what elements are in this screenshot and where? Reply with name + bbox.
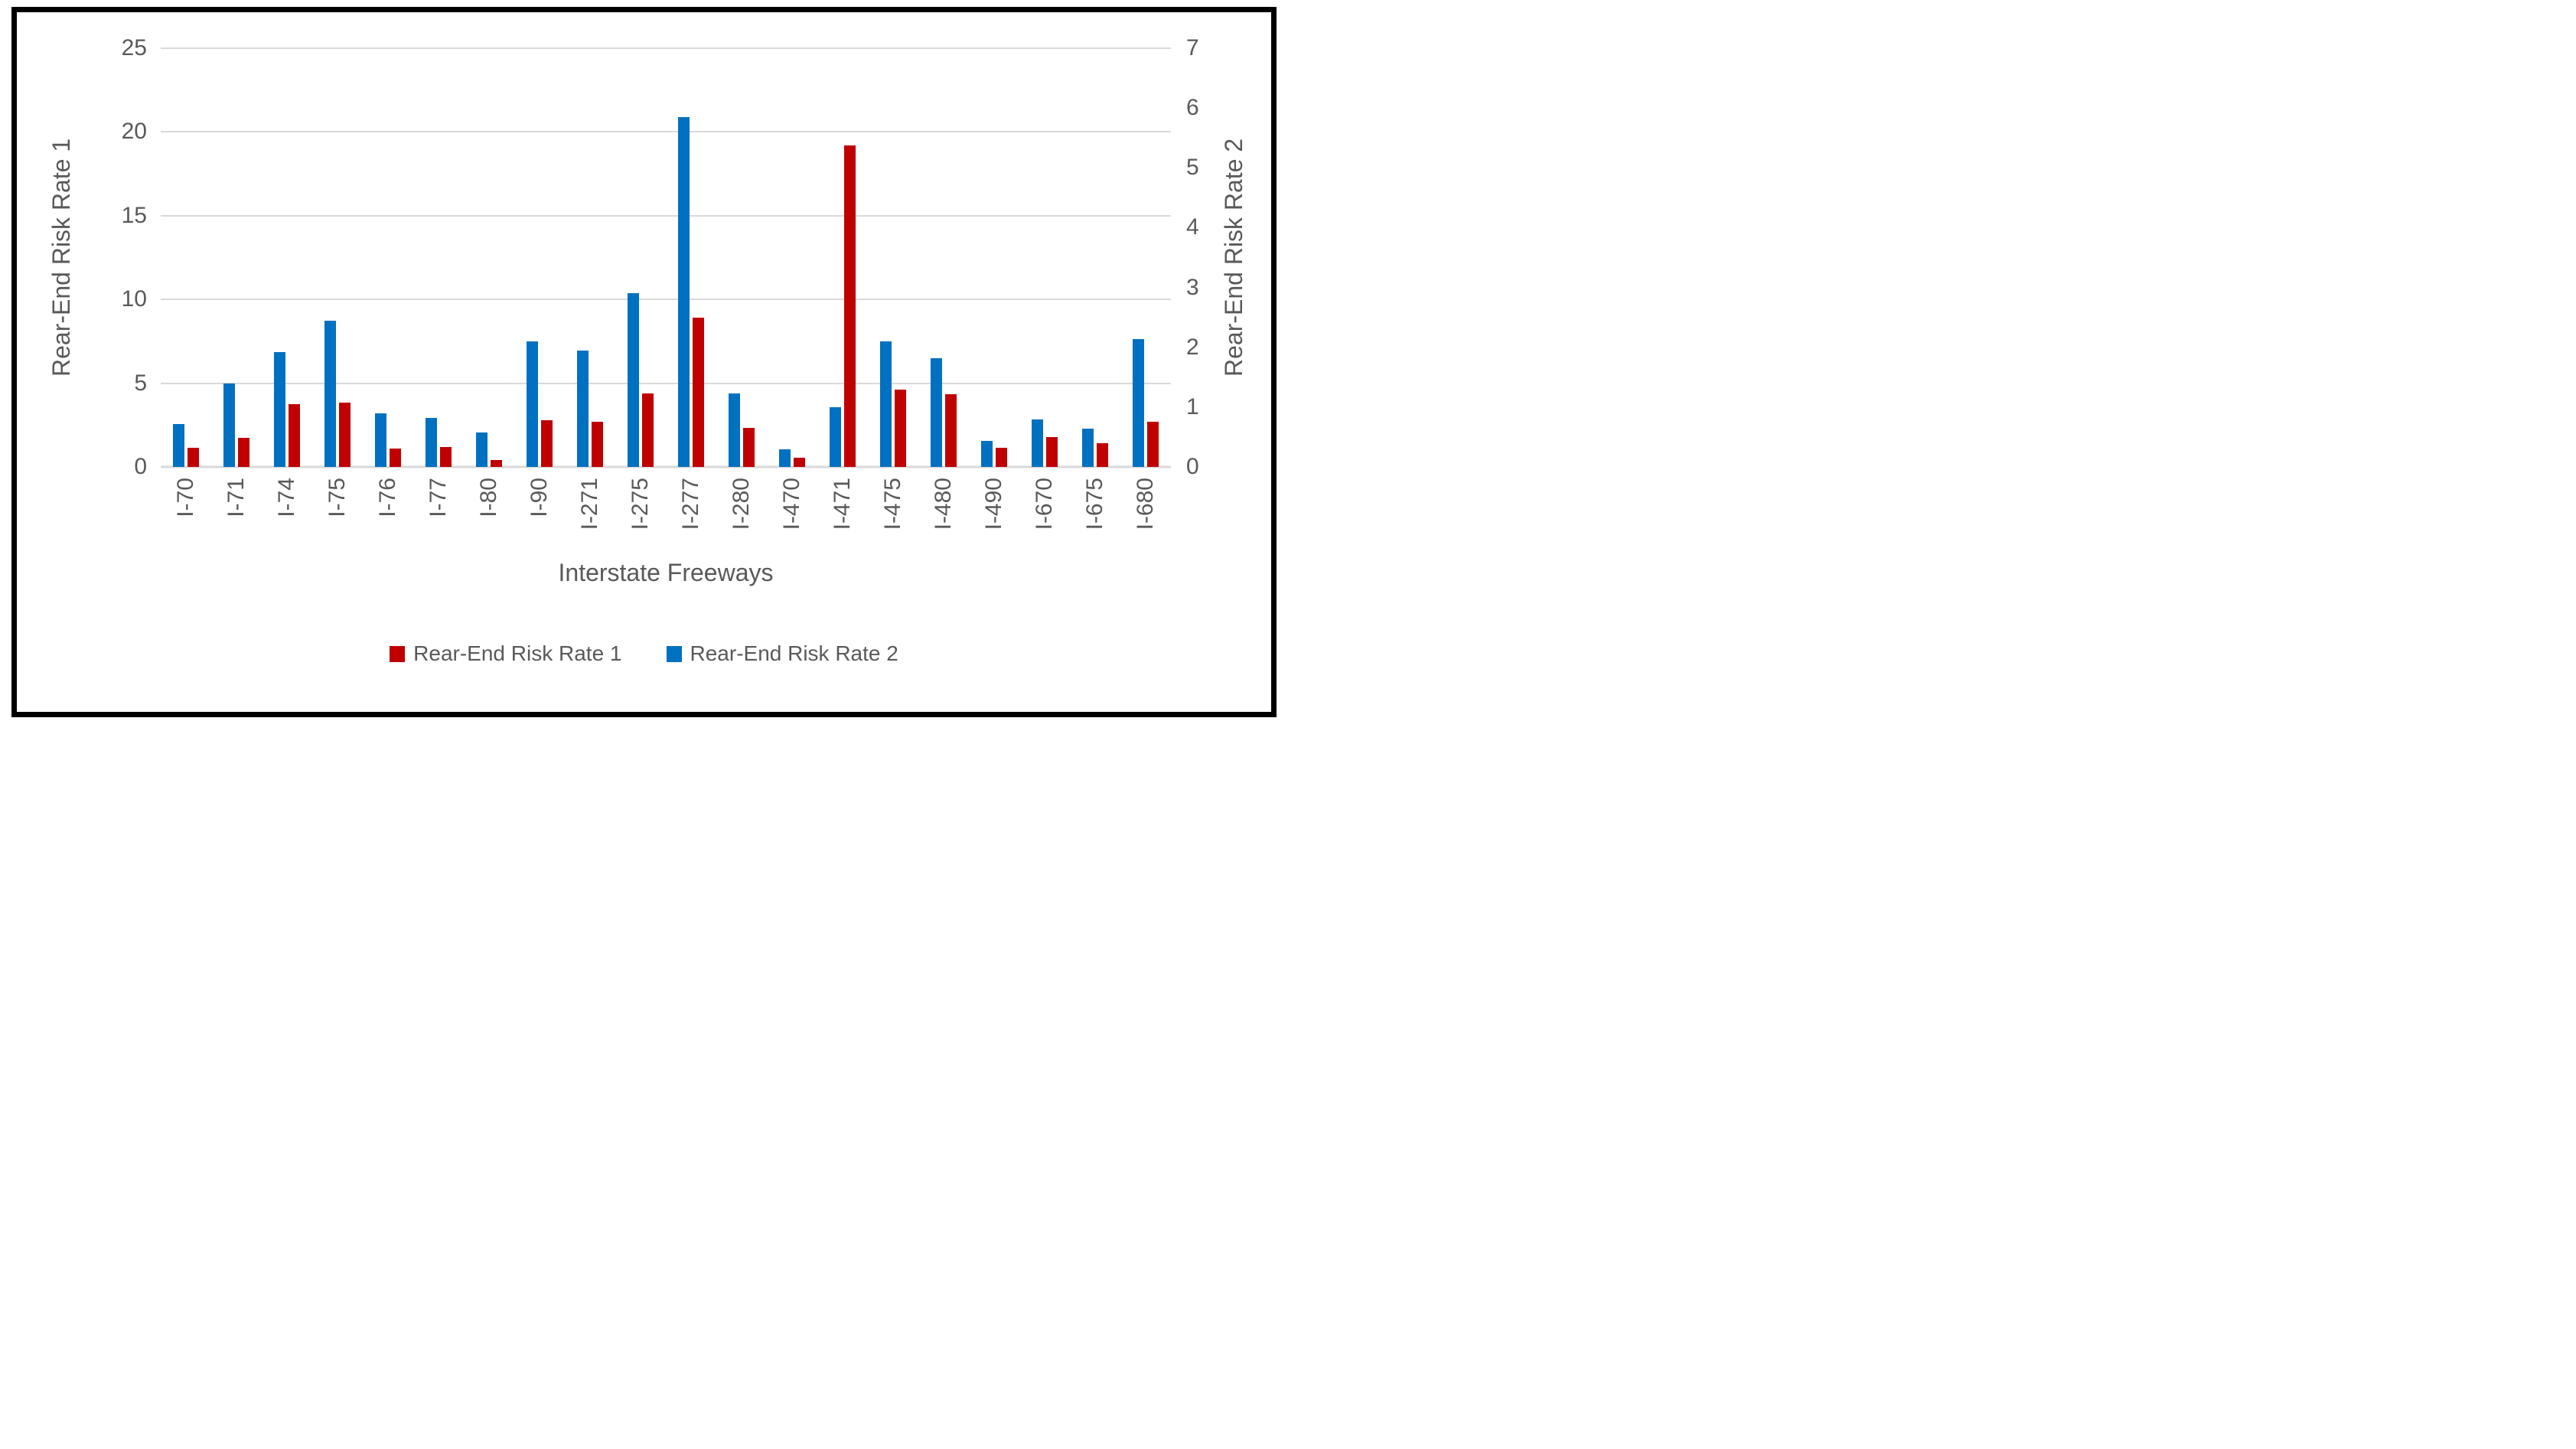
bar-rate1-I-71 [238, 437, 249, 467]
legend-swatch-icon [666, 645, 682, 662]
bar-rate2-I-475 [880, 341, 892, 467]
right-axis-title: Rear-End Risk Rate 2 [1220, 138, 1247, 377]
bar-rate2-I-670 [1032, 419, 1043, 467]
bar-rate1-I-74 [289, 403, 300, 467]
x-tick-label: I-80 [476, 478, 501, 517]
bar-rate1-I-675 [1097, 443, 1108, 467]
bar-rate1-I-480 [945, 393, 957, 467]
bar-rate1-I-277 [692, 318, 704, 467]
legend-label: Rear-End Risk Rate 1 [413, 641, 622, 665]
x-tick-label: I-680 [1133, 478, 1158, 530]
bar-rate2-I-470 [779, 449, 791, 467]
legend-label: Rear-End Risk Rate 2 [690, 641, 898, 665]
x-tick-label: I-670 [1032, 478, 1057, 530]
bar-rate2-I-280 [729, 393, 740, 467]
bar-rate2-I-76 [375, 413, 386, 467]
x-tick-label: I-75 [324, 478, 350, 517]
x-tick-label: I-74 [274, 478, 299, 517]
x-tick-label: I-76 [375, 478, 400, 517]
right-axis-tick-label: 7 [1186, 35, 1199, 60]
bar-rate1-I-280 [743, 427, 755, 467]
bar-rate1-I-271 [592, 421, 603, 467]
bar-rate1-I-76 [390, 448, 401, 467]
bar-rate2-I-77 [426, 417, 437, 467]
bar-rate2-I-71 [223, 383, 235, 467]
bar-rate1-I-80 [490, 460, 502, 467]
right-axis-tick-label: 6 [1186, 95, 1199, 121]
bar-rate2-I-675 [1082, 429, 1094, 467]
bar-rate1-I-75 [339, 402, 351, 467]
x-tick-label: I-71 [223, 478, 249, 517]
gridline [161, 47, 1171, 49]
gridline [161, 131, 1171, 133]
plot-area: 0 5 10 15 20 25 0 1 2 3 4 5 6 7 I-70 I-71 I-74 I-75 I-76 I-… [122, 37, 1199, 530]
x-tick-label: I-277 [678, 478, 703, 530]
bar-rate1-I-70 [187, 447, 199, 467]
x-tick-label: I-675 [1082, 478, 1107, 530]
x-tick-label: I-470 [779, 478, 804, 530]
left-axis-tick-label: 10 [121, 286, 147, 312]
right-axis-tick-label: 3 [1186, 274, 1199, 300]
x-tick-label: I-471 [830, 478, 855, 530]
gridline [161, 214, 1171, 217]
right-axis-tick-label: 5 [1186, 155, 1199, 181]
x-tick-label: I-280 [729, 478, 754, 530]
x-tick-label: I-275 [628, 478, 653, 530]
gridline [161, 382, 1171, 384]
left-axis-tick-label: 5 [134, 370, 147, 396]
legend-swatch-icon [390, 645, 406, 662]
left-axis-title: Rear-End Risk Rate 1 [47, 138, 75, 377]
bar-rate1-I-275 [642, 393, 654, 467]
gridline [161, 299, 1171, 301]
legend-item: Rear-End Risk Rate 2 [666, 641, 898, 666]
bar-rate2-I-277 [677, 116, 690, 467]
right-axis-tick-label: 2 [1186, 334, 1199, 360]
bar-rate2-I-680 [1133, 338, 1144, 467]
x-axis-baseline [161, 465, 1171, 468]
left-axis-tick-label: 25 [121, 35, 147, 60]
bar-rate2-I-75 [324, 320, 336, 467]
bar-rate2-I-90 [527, 341, 538, 467]
bar-rate1-I-90 [541, 419, 553, 467]
bar-rate2-I-480 [930, 357, 942, 467]
bar-rate2-I-80 [475, 432, 487, 467]
bar-rate1-I-471 [844, 145, 856, 467]
left-axis-tick-label: 0 [134, 454, 147, 479]
bar-rate2-I-490 [981, 441, 993, 467]
figure-border [11, 7, 1277, 717]
bar-rate1-I-470 [794, 457, 805, 467]
bar-rate2-I-271 [577, 350, 589, 467]
x-tick-label: I-480 [931, 478, 956, 530]
right-axis-tick-label: 4 [1186, 214, 1199, 240]
right-axis-tick-label: 1 [1186, 393, 1199, 419]
left-axis-tick-label: 15 [121, 202, 147, 228]
bar-rate2-I-471 [830, 406, 841, 467]
bar-rate1-I-670 [1046, 436, 1058, 467]
x-tick-label: I-490 [981, 478, 1006, 530]
x-tick-label: I-90 [527, 478, 552, 517]
x-tick-label: I-77 [426, 478, 451, 517]
bar-rate1-I-475 [895, 390, 906, 467]
bar-rate1-I-490 [996, 447, 1007, 467]
x-tick-label: I-475 [880, 478, 905, 530]
bar-rate2-I-74 [274, 351, 285, 467]
bar-rate1-I-680 [1147, 421, 1159, 467]
x-axis-title: Interstate Freeways [558, 559, 774, 586]
bar-rate2-I-275 [628, 293, 639, 467]
x-tick-label: I-70 [173, 478, 198, 517]
chart-figure: Rear-End Risk Rate 1 Rear-End Risk Rate … [0, 0, 1288, 724]
right-axis-tick-label: 0 [1186, 454, 1199, 479]
x-tick-label: I-271 [577, 478, 602, 530]
bar-rate1-I-77 [440, 446, 452, 467]
legend: Rear-End Risk Rate 1 Rear-End Risk Rate 2 [0, 641, 1288, 666]
bar-rate2-I-70 [173, 423, 184, 467]
left-axis-tick-label: 20 [121, 119, 147, 145]
legend-item: Rear-End Risk Rate 1 [390, 641, 622, 666]
